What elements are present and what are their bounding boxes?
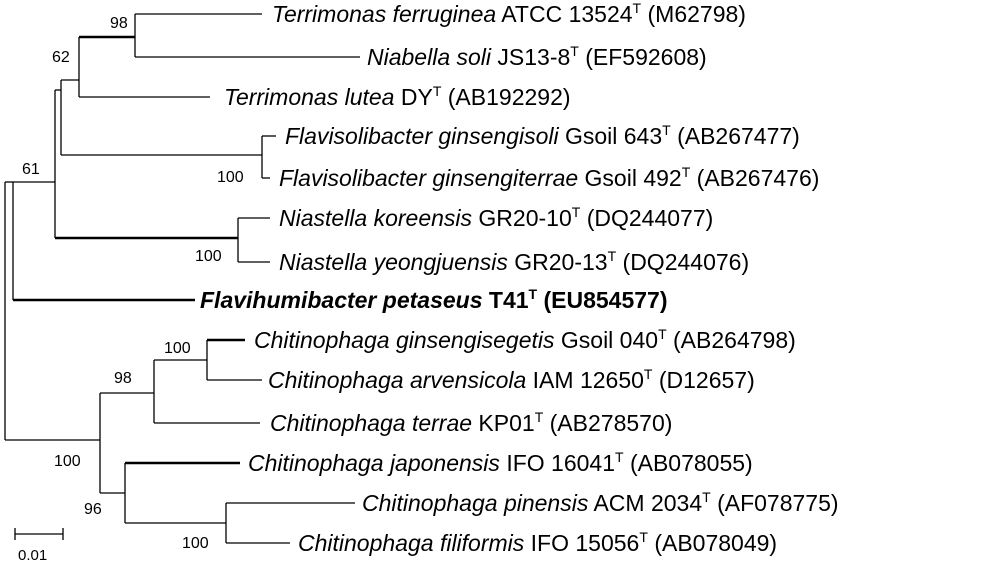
taxon-label: Terrimonas lutea DYT (AB192292) — [224, 83, 571, 110]
taxon-label: Chitinophaga pinensis ACM 2034T (AF07877… — [362, 489, 839, 516]
taxon-label: Chitinophaga japonensis IFO 16041T (AB07… — [248, 449, 753, 476]
bootstrap-label: 100 — [54, 453, 81, 470]
taxon-label: Niabella soli JS13-8T (EF592608) — [367, 43, 707, 70]
taxon-label: Niastella koreensis GR20-10T (DQ244077) — [279, 204, 713, 231]
taxon-label: Chitinophaga terrae KP01T (AB278570) — [270, 409, 672, 436]
bootstrap-label: 61 — [22, 161, 40, 178]
bootstrap-label: 98 — [110, 15, 128, 32]
bootstrap-label: 96 — [84, 501, 102, 518]
bootstrap-label: 100 — [195, 248, 222, 265]
taxon-label-highlighted: Flavihumibacter petaseus T41T (EU854577) — [200, 286, 668, 313]
taxon-label: Chitinophaga filiformis IFO 15056T (AB07… — [298, 529, 777, 556]
scale-bar — [14, 528, 64, 540]
taxon-labels: Terrimonas ferruginea ATCC 13524T (M6279… — [200, 0, 839, 556]
bootstrap-label: 100 — [164, 340, 191, 357]
taxon-label: Terrimonas ferruginea ATCC 13524T (M6279… — [272, 0, 746, 27]
tree-branches — [4, 13, 360, 544]
taxon-label: Chitinophaga arvensicola IAM 12650T (D12… — [268, 366, 755, 393]
taxon-label: Chitinophaga ginsengisegetis Gsoil 040T … — [254, 326, 796, 353]
taxon-label: Niastella yeongjuensis GR20-13T (DQ24407… — [279, 248, 749, 275]
bootstrap-values: 98 62 61 100 100 100 98 100 96 100 — [22, 15, 244, 552]
taxon-label: Flavisolibacter ginsengisoli Gsoil 643T … — [285, 122, 800, 149]
scale-bar-label: 0.01 — [18, 547, 47, 564]
bootstrap-label: 98 — [114, 370, 132, 387]
bootstrap-label: 62 — [52, 49, 70, 66]
bootstrap-label: 100 — [217, 169, 244, 186]
bootstrap-label: 100 — [182, 535, 209, 552]
taxon-label: Flavisolibacter ginsengiterrae Gsoil 492… — [279, 164, 819, 191]
